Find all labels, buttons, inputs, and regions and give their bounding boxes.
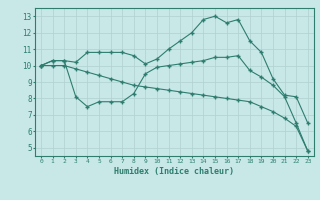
X-axis label: Humidex (Indice chaleur): Humidex (Indice chaleur) xyxy=(115,167,235,176)
